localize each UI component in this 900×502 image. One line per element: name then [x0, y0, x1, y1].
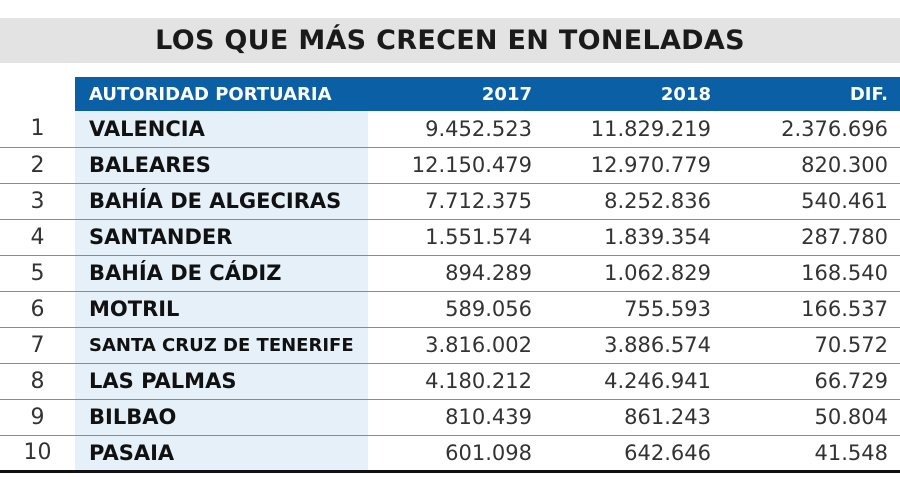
table-row: 1 VALENCIA 9.452.523 11.829.219 2.376.696 — [0, 111, 900, 148]
value-2017-cell: 3.816.002 — [368, 327, 544, 364]
difference-cell: 168.540 — [723, 255, 900, 292]
table-row: 10 PASAIA 601.098 642.646 41.548 — [0, 435, 900, 473]
table-row: 2 BALEARES 12.150.479 12.970.779 820.300 — [0, 147, 900, 184]
table-header-row: AUTORIDAD PORTUARIA 2017 2018 DIF. — [0, 77, 900, 111]
table-row: 7 SANTA CRUZ DE TENERIFE 3.816.002 3.886.57… — [0, 327, 900, 364]
value-2017-cell: 9.452.523 — [368, 111, 544, 148]
header-rank — [0, 77, 75, 111]
value-2018-cell: 11.829.219 — [544, 111, 723, 148]
value-2018-cell: 8.252.836 — [544, 183, 723, 220]
header-2018: 2018 — [544, 77, 723, 111]
rank-cell: 2 — [0, 147, 75, 184]
table-row: 6 MOTRIL 589.056 755.593 166.537 — [0, 291, 900, 328]
value-2017-cell: 1.551.574 — [368, 219, 544, 256]
difference-cell: 66.729 — [723, 363, 900, 400]
value-2017-cell: 601.098 — [368, 435, 544, 473]
rank-cell: 5 — [0, 255, 75, 292]
difference-cell: 41.548 — [723, 435, 900, 473]
value-2017-cell: 12.150.479 — [368, 147, 544, 184]
value-2017-cell: 894.289 — [368, 255, 544, 292]
port-name-cell: LAS PALMAS — [75, 363, 368, 400]
table-row: 4 SANTANDER 1.551.574 1.839.354 287.780 — [0, 219, 900, 256]
value-2018-cell: 1.062.829 — [544, 255, 723, 292]
difference-cell: 2.376.696 — [723, 111, 900, 148]
rank-cell: 9 — [0, 399, 75, 436]
port-name-cell: MOTRIL — [75, 291, 368, 328]
port-name-cell: BALEARES — [75, 147, 368, 184]
rank-cell: 8 — [0, 363, 75, 400]
port-name-cell: VALENCIA — [75, 111, 368, 148]
difference-cell: 166.537 — [723, 291, 900, 328]
page-title: LOS QUE MÁS CRECEN EN TONELADAS — [155, 25, 745, 56]
value-2018-cell: 12.970.779 — [544, 147, 723, 184]
value-2018-cell: 755.593 — [544, 291, 723, 328]
header-2017: 2017 — [368, 77, 544, 111]
port-name-cell: SANTANDER — [75, 219, 368, 256]
value-2017-cell: 7.712.375 — [368, 183, 544, 220]
difference-cell: 820.300 — [723, 147, 900, 184]
table-row: 3 BAHÍA DE ALGECIRAS 7.712.375 8.252.836 540… — [0, 183, 900, 220]
port-name-cell: BILBAO — [75, 399, 368, 436]
port-name-cell: SANTA CRUZ DE TENERIFE — [75, 327, 368, 364]
header-dif: DIF. — [723, 77, 900, 111]
header-autoridad: AUTORIDAD PORTUARIA — [75, 77, 368, 111]
rank-cell: 1 — [0, 111, 75, 148]
difference-cell: 287.780 — [723, 219, 900, 256]
port-name-cell: PASAIA — [75, 435, 368, 473]
ports-table: AUTORIDAD PORTUARIA 2017 2018 DIF. 1 VALE… — [0, 77, 900, 473]
difference-cell: 70.572 — [723, 327, 900, 364]
value-2018-cell: 3.886.574 — [544, 327, 723, 364]
value-2017-cell: 589.056 — [368, 291, 544, 328]
table-row: 5 BAHÍA DE CÁDIZ 894.289 1.062.829 168.540 — [0, 255, 900, 292]
value-2018-cell: 1.839.354 — [544, 219, 723, 256]
value-2018-cell: 4.246.941 — [544, 363, 723, 400]
rank-cell: 7 — [0, 327, 75, 364]
difference-cell: 50.804 — [723, 399, 900, 436]
table-row: 8 LAS PALMAS 4.180.212 4.246.941 66.729 — [0, 363, 900, 400]
rank-cell: 6 — [0, 291, 75, 328]
port-name-cell: BAHÍA DE CÁDIZ — [75, 255, 368, 292]
title-bar: LOS QUE MÁS CRECEN EN TONELADAS — [0, 18, 900, 63]
table-row: 9 BILBAO 810.439 861.243 50.804 — [0, 399, 900, 436]
difference-cell: 540.461 — [723, 183, 900, 220]
rank-cell: 4 — [0, 219, 75, 256]
value-2018-cell: 642.646 — [544, 435, 723, 473]
port-name-cell: BAHÍA DE ALGECIRAS — [75, 183, 368, 220]
value-2017-cell: 4.180.212 — [368, 363, 544, 400]
rank-cell: 10 — [0, 435, 75, 473]
table-body: 1 VALENCIA 9.452.523 11.829.219 2.376.696 2 BA… — [0, 111, 900, 473]
rank-cell: 3 — [0, 183, 75, 220]
value-2018-cell: 861.243 — [544, 399, 723, 436]
value-2017-cell: 810.439 — [368, 399, 544, 436]
